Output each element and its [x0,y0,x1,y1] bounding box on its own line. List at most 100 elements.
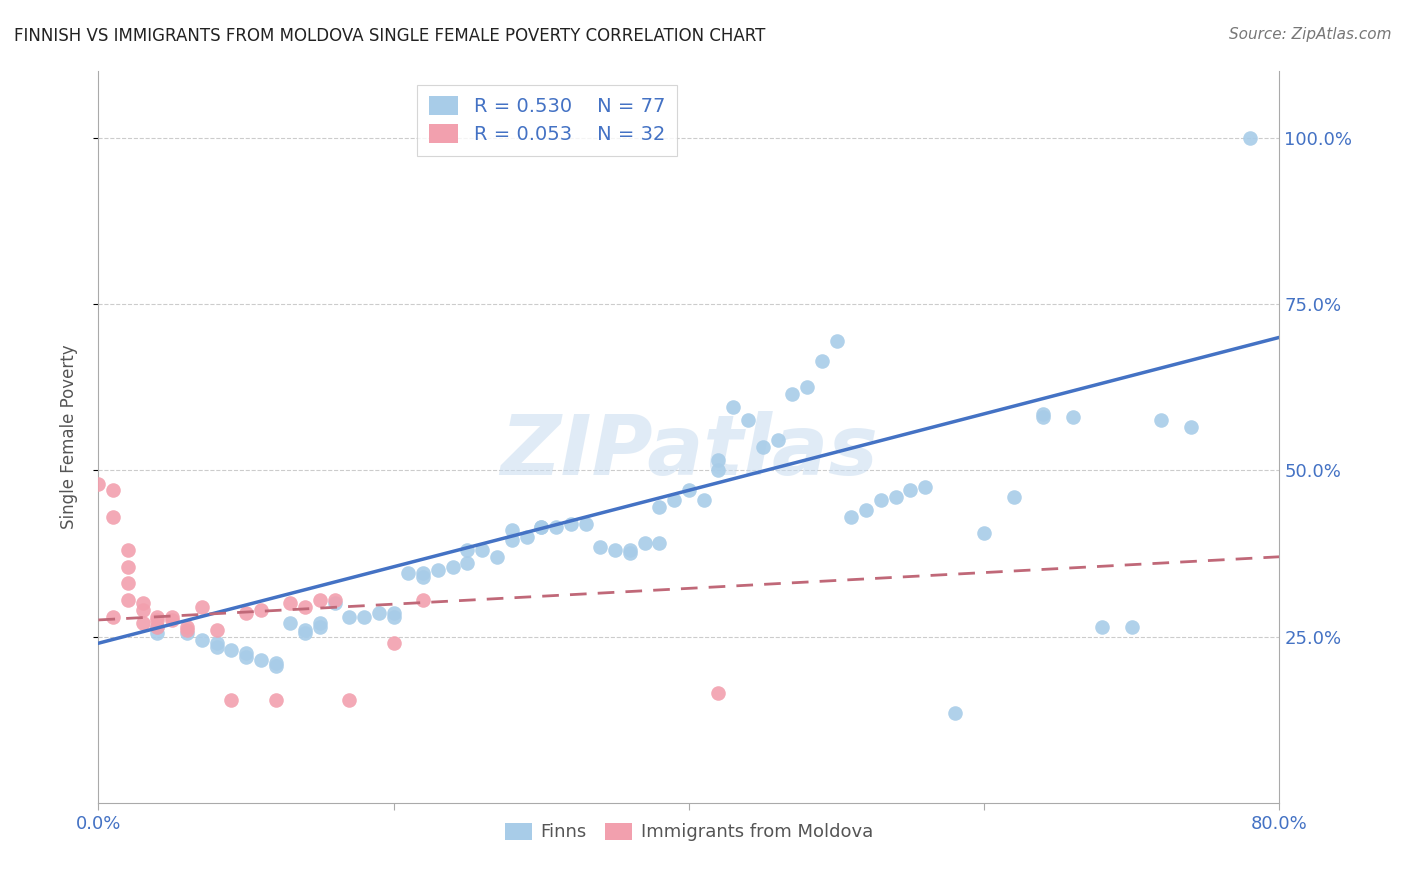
Point [766,434,789,448]
Point [339,692,361,706]
Point [516,530,538,544]
Point [103,509,125,524]
Point [457,543,479,558]
Point [782,387,804,401]
Point [205,640,228,654]
Point [323,596,346,610]
Point [117,559,139,574]
Point [648,536,671,550]
Point [146,619,169,633]
Point [737,413,759,427]
Point [1002,490,1025,504]
Point [707,463,730,477]
Point [1121,619,1143,633]
Point [294,626,316,640]
Point [146,626,169,640]
Point [1032,407,1054,421]
Point [162,609,183,624]
Point [235,649,257,664]
Point [117,593,139,607]
Point [855,503,877,517]
Text: Source: ZipAtlas.com: Source: ZipAtlas.com [1229,27,1392,42]
Point [368,607,391,621]
Point [1239,131,1261,145]
Point [546,520,568,534]
Point [914,480,936,494]
Point [900,483,922,498]
Point [648,500,671,514]
Point [309,593,332,607]
Point [398,566,420,581]
Point [176,623,198,637]
Point [309,616,332,631]
Point [664,493,686,508]
Point [1091,619,1114,633]
Point [294,623,316,637]
Point [412,566,434,581]
Point [678,483,700,498]
Point [530,520,553,534]
Point [221,692,243,706]
Point [501,523,523,537]
Point [132,603,155,617]
Point [723,400,745,414]
Point [132,596,155,610]
Text: ZIPatlas: ZIPatlas [501,411,877,492]
Point [176,626,198,640]
Point [634,536,657,550]
Point [501,533,523,548]
Point [132,616,155,631]
Point [103,483,125,498]
Point [146,613,169,627]
Point [176,619,198,633]
Point [575,516,598,531]
Point [1180,420,1202,434]
Legend: Finns, Immigrants from Moldova: Finns, Immigrants from Moldova [498,815,880,848]
Y-axis label: Single Female Poverty: Single Female Poverty [59,345,77,529]
Point [1062,410,1084,425]
Point [486,549,509,564]
Point [294,599,316,614]
Point [339,609,361,624]
Point [250,603,273,617]
Point [264,692,287,706]
Point [441,559,464,574]
Point [605,543,627,558]
Point [309,619,332,633]
Point [280,596,302,610]
Point [412,570,434,584]
Point [117,543,139,558]
Point [870,493,893,508]
Point [427,563,450,577]
Point [693,493,716,508]
Point [205,636,228,650]
Point [382,607,405,621]
Point [841,509,863,524]
Point [191,599,214,614]
Point [353,609,375,624]
Point [162,613,183,627]
Point [973,526,995,541]
Point [560,516,582,531]
Point [103,609,125,624]
Point [280,616,302,631]
Point [412,593,434,607]
Point [264,656,287,670]
Point [1150,413,1173,427]
Point [382,636,405,650]
Text: FINNISH VS IMMIGRANTS FROM MOLDOVA SINGLE FEMALE POVERTY CORRELATION CHART: FINNISH VS IMMIGRANTS FROM MOLDOVA SINGL… [14,27,765,45]
Point [146,609,169,624]
Point [589,540,612,554]
Point [530,520,553,534]
Point [457,557,479,571]
Point [471,543,494,558]
Point [191,632,214,647]
Point [382,609,405,624]
Point [264,659,287,673]
Point [619,546,641,560]
Point [943,706,966,720]
Point [221,643,243,657]
Point [619,543,641,558]
Point [205,623,228,637]
Point [323,593,346,607]
